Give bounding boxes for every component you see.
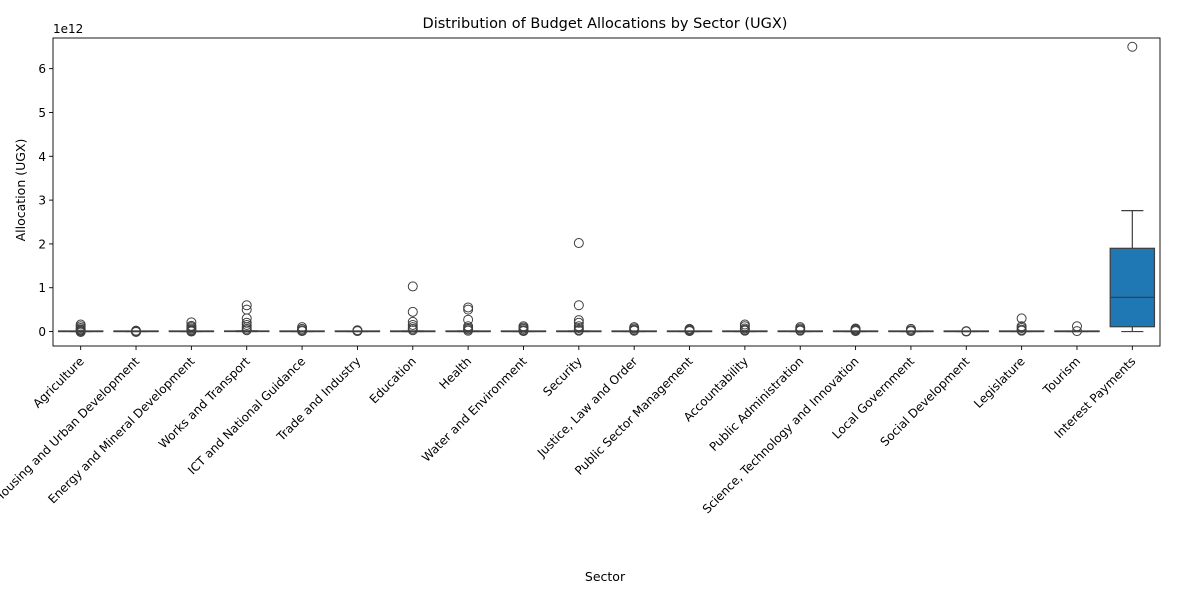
outlier-point xyxy=(1016,313,1027,324)
x-tick-label: Water and Environment xyxy=(419,354,530,465)
outlier-point xyxy=(407,281,418,292)
x-tick-label: Justice, Law and Order xyxy=(534,354,640,460)
y-tick-label: 2 xyxy=(38,237,46,251)
box-group xyxy=(279,322,325,337)
outlier-point xyxy=(75,326,86,337)
outlier-point xyxy=(573,300,584,311)
x-tick-label: Lands, Housing and Urban Development xyxy=(0,354,142,536)
outlier-point xyxy=(739,321,750,332)
box-series xyxy=(57,41,1156,337)
box-group xyxy=(556,238,602,336)
box-group xyxy=(168,317,215,337)
outlier-point xyxy=(850,326,861,337)
outlier-point xyxy=(1071,321,1082,332)
outlier-point xyxy=(739,325,750,336)
outlier-point xyxy=(684,326,695,337)
outlier-point xyxy=(961,326,972,337)
y-tick-label: 3 xyxy=(38,194,46,208)
box-group xyxy=(334,325,381,337)
box-group xyxy=(223,300,270,336)
outlier-point xyxy=(241,317,252,328)
x-tick-label: ICT and National Guidance xyxy=(185,354,308,477)
box-group xyxy=(777,322,823,336)
x-tick-label: Legislature xyxy=(971,354,1028,411)
outlier-point xyxy=(463,325,474,336)
box-group xyxy=(1109,41,1156,333)
x-axis: AgricultureLands, Housing and Urban Deve… xyxy=(0,346,1138,536)
outlier-point xyxy=(463,304,474,315)
outlier-point xyxy=(795,325,806,336)
y-axis-scale-label: 1e12 xyxy=(53,22,83,36)
box-group xyxy=(666,323,713,337)
outlier-point xyxy=(518,326,529,337)
y-tick-label: 1 xyxy=(38,281,46,295)
outlier-point xyxy=(629,325,640,336)
outlier-point xyxy=(1016,325,1027,336)
outlier-point xyxy=(905,326,916,337)
y-tick-label: 6 xyxy=(38,62,46,76)
box-group xyxy=(832,323,879,337)
outlier-point xyxy=(241,319,252,330)
y-axis-title: Allocation (UGX) xyxy=(13,139,28,242)
x-tick-label: Security xyxy=(540,354,585,399)
outlier-point xyxy=(241,325,252,336)
box-group xyxy=(57,319,104,337)
outlier-point xyxy=(463,314,474,325)
outlier-point xyxy=(297,326,308,337)
y-tick-label: 0 xyxy=(38,325,46,339)
box-group xyxy=(445,302,491,336)
box-group xyxy=(113,325,159,337)
box-group xyxy=(611,322,657,336)
y-axis: 0 1 2 3 4 5 6 xyxy=(38,62,53,339)
x-tick-label: Agriculture xyxy=(30,354,87,411)
y-tick-label: 5 xyxy=(38,106,46,120)
outlier-point xyxy=(1071,326,1082,337)
x-tick-label: Public Sector Management xyxy=(572,354,696,478)
chart-title: Distribution of Budget Allocations by Se… xyxy=(423,16,788,32)
box-group xyxy=(998,313,1045,336)
outlier-point xyxy=(463,302,474,313)
y-tick-label: 4 xyxy=(38,150,46,164)
x-tick-label: Education xyxy=(367,354,419,406)
outlier-point xyxy=(352,326,363,337)
outlier-point xyxy=(573,317,584,328)
outlier-point xyxy=(131,326,142,337)
x-tick-label: Works and Transport xyxy=(156,354,253,451)
box-group xyxy=(390,281,436,336)
outlier-point xyxy=(407,316,418,327)
outlier-point xyxy=(407,319,418,330)
outlier-point xyxy=(241,300,252,311)
box-group xyxy=(500,321,547,337)
outlier-point xyxy=(1127,41,1138,52)
outlier-point xyxy=(407,306,418,317)
x-tick-label: Public Administration xyxy=(707,354,807,454)
plot-frame xyxy=(52,37,1161,347)
box-group xyxy=(722,319,768,336)
outlier-point xyxy=(573,238,584,249)
outlier-point xyxy=(186,326,197,337)
box-group xyxy=(1054,321,1100,337)
box-group xyxy=(943,326,990,337)
outlier-point xyxy=(407,325,418,336)
x-axis-title: Sector xyxy=(585,569,626,584)
box xyxy=(1109,247,1156,328)
x-tick-label: Health xyxy=(436,354,474,392)
outlier-point xyxy=(573,325,584,336)
x-tick-label: Tourism xyxy=(1040,354,1083,397)
outlier-point xyxy=(573,315,584,326)
box-group xyxy=(888,323,934,337)
